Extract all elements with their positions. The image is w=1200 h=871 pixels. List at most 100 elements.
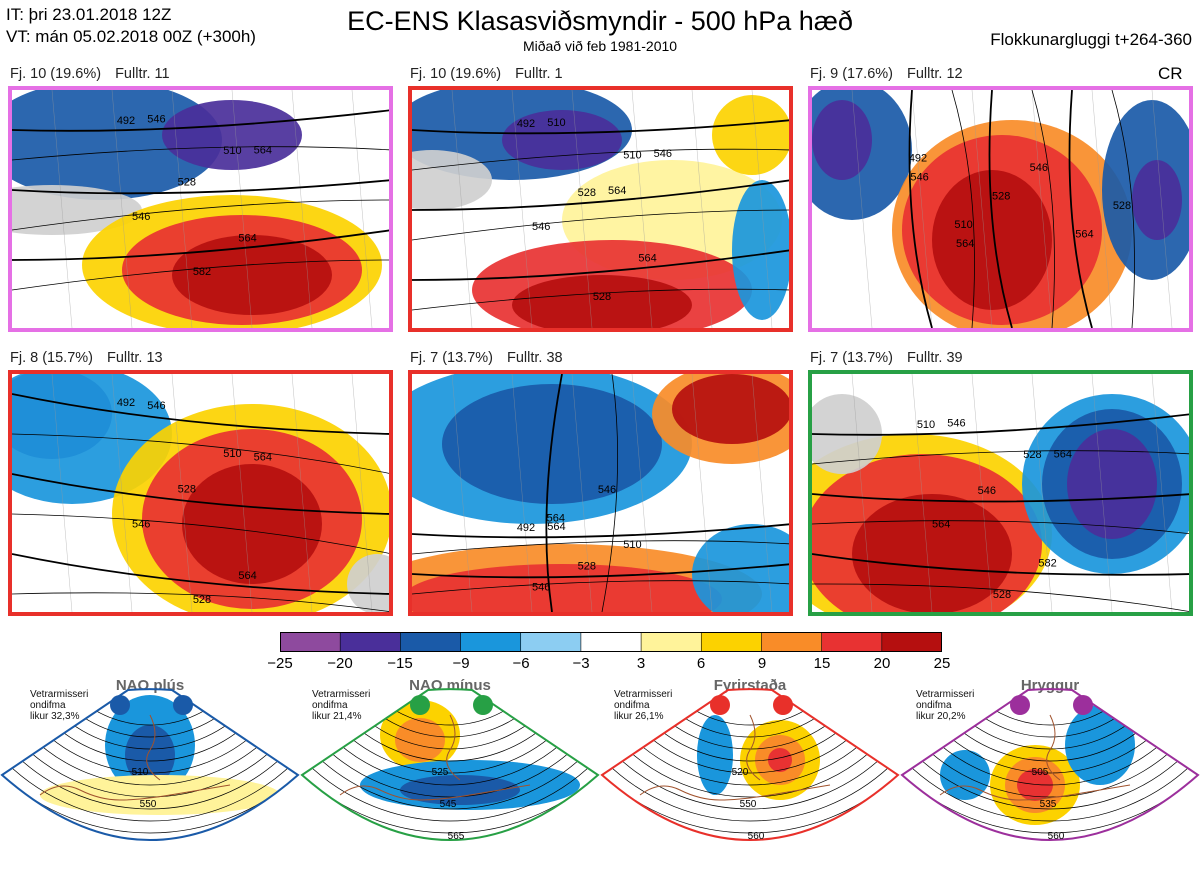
regime-dot (473, 695, 493, 715)
cluster-map-3-svg: 492 510 528 546 564 528 546 564 (812, 90, 1189, 328)
regime-border (0, 688, 300, 841)
regime-anomaly (40, 775, 280, 815)
graticule-line (1031, 90, 1053, 328)
regime-contour (302, 689, 598, 841)
regime-anomaly (768, 748, 792, 772)
regime-2-info-line3: likur 21,4% (312, 711, 362, 722)
anomaly-area (932, 170, 1052, 310)
regime-panel-1: Vetrarmisseri ondifma likur 32,3% NAO pl… (0, 675, 300, 871)
regime-dot (710, 695, 730, 715)
regime-4-info-line1: Vetrarmisseri (916, 689, 975, 700)
contour-label: 528 (178, 483, 196, 495)
contour-label: 564 (608, 185, 626, 197)
height-contour (951, 90, 975, 328)
height-contour (412, 540, 789, 555)
height-contour (12, 199, 389, 231)
contour-label: 546 (654, 148, 672, 160)
height-contour (812, 553, 1189, 576)
colorbar-frame (280, 632, 942, 652)
anomaly-area (812, 100, 872, 180)
regime-contour (339, 689, 561, 726)
regime-contour (302, 689, 598, 822)
regime-contour (902, 689, 1198, 798)
contour-label: 546 (947, 417, 965, 429)
cluster-map-2: 492 510 528 546 564 528 510 546 564 (408, 86, 793, 332)
colorbar-ticks: −25 −20 −15 −9 −6 −3 3 6 9 15 20 25 (267, 655, 950, 675)
graticule-line (351, 90, 373, 328)
contour-label: 528 (193, 594, 211, 606)
page-subtitle: Miðað við feb 1981-2010 (522, 38, 678, 54)
contour-label: 582 (1038, 557, 1056, 569)
colorbar-swatch (881, 631, 943, 653)
contour-label: 528 (178, 176, 196, 188)
contour-label: 546 (532, 582, 550, 594)
regime-3-info-line2: ondifma (614, 700, 650, 711)
colorbar-tick: 9 (757, 655, 767, 672)
colorbar-swatch (400, 631, 462, 653)
cluster-2-header: Fj. 10 (19.6%) Fulltr. 1 (410, 66, 563, 82)
contour-label: 546 (910, 171, 928, 183)
regime-contour (39, 689, 261, 726)
regime-contour (315, 689, 585, 750)
contour-label: 492 (517, 522, 535, 534)
contour-label: 528 (593, 291, 611, 303)
contour-label: 510 (954, 219, 972, 231)
height-contour (412, 119, 789, 135)
anomaly-area (182, 464, 322, 584)
height-contour (12, 393, 389, 435)
contour-label: 528 (993, 589, 1011, 601)
colorbar-tick: 25 (933, 655, 951, 672)
regime-contour-label: 520 (732, 767, 749, 778)
regime-contour (602, 689, 898, 834)
colorbar-swatch (279, 631, 341, 653)
regime-1-info-line3: likur 32,3% (30, 711, 80, 722)
anomaly-area (1067, 429, 1157, 539)
cluster-map-6: 510 528 546 564 582 528 546 564 (808, 370, 1193, 616)
anomaly-area (512, 275, 692, 328)
regime-contour (902, 689, 1198, 810)
regime-3-info-line3: likur 26,1% (614, 711, 664, 722)
regime-map-4-svg: 505 535 560 (900, 688, 1200, 842)
anomaly-area (347, 554, 389, 612)
contour-label: 546 (147, 113, 165, 125)
height-contour (12, 179, 389, 195)
header-times: IT: þri 23.01.2018 12Z VT: mán 05.02.201… (6, 4, 256, 48)
graticule-line (231, 90, 253, 328)
regime-1-info-line1: Vetrarmisseri (30, 689, 89, 700)
colorbar-tick: −6 (512, 655, 530, 672)
anomaly-area (12, 90, 222, 200)
regime-contour-label: 550 (140, 799, 157, 810)
regime-contour-label: 560 (748, 831, 765, 842)
regime-contour-label: 510 (132, 767, 149, 778)
graticule-line (51, 374, 73, 612)
graticule-line (851, 374, 873, 612)
cluster-6-members: Fj. 7 (13.7%) (810, 350, 893, 366)
contour-label: 546 (532, 221, 550, 233)
graticule-line (511, 374, 533, 612)
contour-label: 510 (623, 539, 641, 551)
height-contour (12, 146, 389, 161)
regime-contour (602, 689, 898, 798)
height-contour (412, 179, 789, 211)
page-title: EC-ENS Klasasviðsmyndir - 500 hPa hæð (347, 6, 853, 36)
regime-contour (902, 689, 1198, 834)
regime-contour (615, 689, 885, 750)
graticule-line (451, 374, 473, 612)
regime-contour (602, 689, 898, 822)
regime-contour (602, 689, 898, 786)
height-contour (812, 413, 1189, 436)
regime-2-info-line1: Vetrarmisseri (312, 689, 371, 700)
graticule-line (171, 374, 193, 612)
contour-label: 492 (117, 397, 135, 409)
regime-contour (602, 689, 898, 810)
cluster-1-rep: Fulltr. 11 (115, 66, 170, 82)
graticule-line (1091, 374, 1113, 612)
regime-contour (302, 689, 598, 798)
regime-2-info-line2: ondifma (312, 700, 348, 711)
coastline (746, 714, 761, 781)
cluster-4-members: Fj. 8 (15.7%) (10, 350, 93, 366)
height-contour (12, 229, 389, 261)
contour-label: 564 (254, 144, 272, 156)
cluster-6-rep: Fulltr. 39 (907, 350, 963, 366)
regime-contour (602, 689, 898, 774)
